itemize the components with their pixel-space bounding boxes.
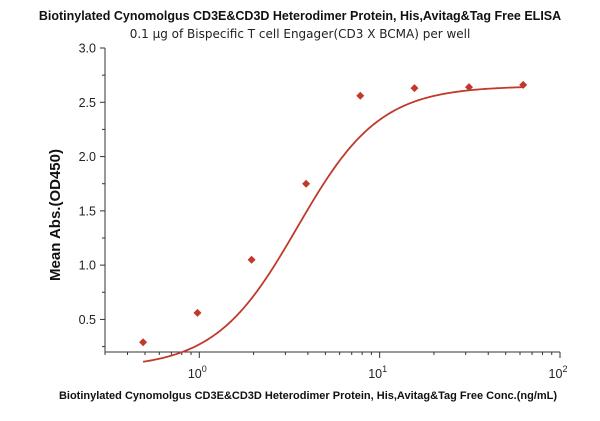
chart-subtitle: 0.1 μg of Bispecific T cell Engager(CD3 … xyxy=(130,27,471,41)
y-ticks: 0.5 1.0 1.5 2.0 2.5 3.0 xyxy=(79,42,105,348)
x-ticks: 100 101 102 xyxy=(104,352,568,381)
y-tick-label: 2.5 xyxy=(79,96,96,110)
data-point xyxy=(139,338,148,347)
axes xyxy=(104,48,560,353)
x-tick-base: 10 xyxy=(188,367,202,381)
y-tick-label: 2.0 xyxy=(79,150,96,164)
x-tick-exponent: 0 xyxy=(202,364,207,374)
data-point xyxy=(356,91,365,100)
x-tick-exponent: 2 xyxy=(562,364,567,374)
y-tick-label: 1.0 xyxy=(79,259,96,273)
data-point xyxy=(519,80,528,89)
x-tick-exponent: 1 xyxy=(382,364,387,374)
y-tick-label: 0.5 xyxy=(79,313,96,327)
chart-title: Biotinylated Cynomolgus CD3E&CD3D Hetero… xyxy=(39,9,561,23)
data-point xyxy=(247,255,256,264)
x-axis-label: Biotinylated Cynomolgus CD3E&CD3D Hetero… xyxy=(59,390,557,402)
data-point xyxy=(410,84,419,93)
y-tick-label: 1.5 xyxy=(79,204,96,218)
x-tick-label: 101 xyxy=(368,364,387,381)
data-points xyxy=(139,80,528,347)
x-tick-base: 10 xyxy=(549,367,563,381)
fit-curve xyxy=(142,86,524,363)
x-tick-label: 102 xyxy=(549,364,568,381)
data-point xyxy=(302,179,311,188)
y-axis-label: Mean Abs.(OD450) xyxy=(47,149,64,281)
x-tick-label: 100 xyxy=(188,364,207,381)
y-tick-label: 3.0 xyxy=(79,42,96,56)
x-tick-base: 10 xyxy=(368,367,382,381)
data-point xyxy=(465,83,474,92)
data-point xyxy=(193,308,202,317)
